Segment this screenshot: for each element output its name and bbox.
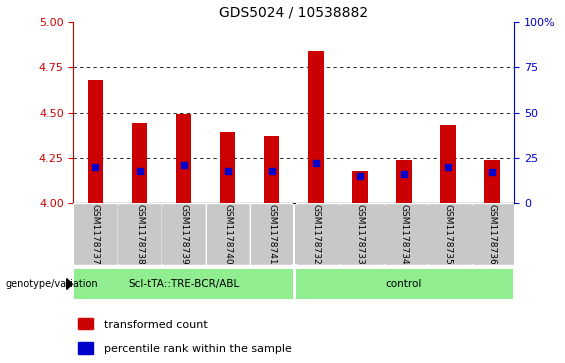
Bar [297,269,513,299]
Bar [295,204,337,264]
Text: control: control [386,279,422,289]
Bar [73,203,118,265]
Bar [163,204,205,264]
Bar [471,204,513,264]
Bar [75,204,116,264]
Bar [352,171,368,203]
Text: GSM1178736: GSM1178736 [488,204,497,265]
Title: GDS5024 / 10538882: GDS5024 / 10538882 [219,5,368,19]
Bar [220,132,236,203]
Bar [383,204,425,264]
Text: Scl-tTA::TRE-BCR/ABL: Scl-tTA::TRE-BCR/ABL [128,279,239,289]
Bar [119,204,160,264]
Bar [207,204,249,264]
Bar [78,318,93,330]
Text: percentile rank within the sample: percentile rank within the sample [105,344,292,354]
Text: GSM1178741: GSM1178741 [267,204,276,265]
Bar [88,80,103,203]
Text: GSM1178735: GSM1178735 [444,204,453,265]
Text: GSM1178738: GSM1178738 [135,204,144,265]
Text: transformed count: transformed count [105,319,208,330]
Text: GSM1178733: GSM1178733 [355,204,364,265]
Bar [251,204,293,264]
Bar [340,203,384,265]
Bar [428,203,472,265]
Bar [308,51,324,203]
Bar [264,136,280,203]
Text: GSM1178739: GSM1178739 [179,204,188,265]
Bar [250,203,292,265]
Bar [118,203,162,265]
Bar [78,342,93,354]
Bar [484,160,500,203]
Bar [162,203,206,265]
Bar [440,125,456,203]
Bar [384,203,428,265]
Bar [339,204,381,264]
Text: GSM1178740: GSM1178740 [223,204,232,265]
Text: GSM1178737: GSM1178737 [91,204,100,265]
Text: GSM1178732: GSM1178732 [311,204,320,265]
Bar [427,204,469,264]
Text: GSM1178734: GSM1178734 [399,204,408,265]
Bar [472,203,516,265]
Bar [396,160,412,203]
Bar [176,114,192,203]
Text: genotype/variation: genotype/variation [6,279,98,289]
Bar [132,123,147,203]
Bar [206,203,250,265]
Bar [296,203,340,265]
Bar [75,269,293,299]
